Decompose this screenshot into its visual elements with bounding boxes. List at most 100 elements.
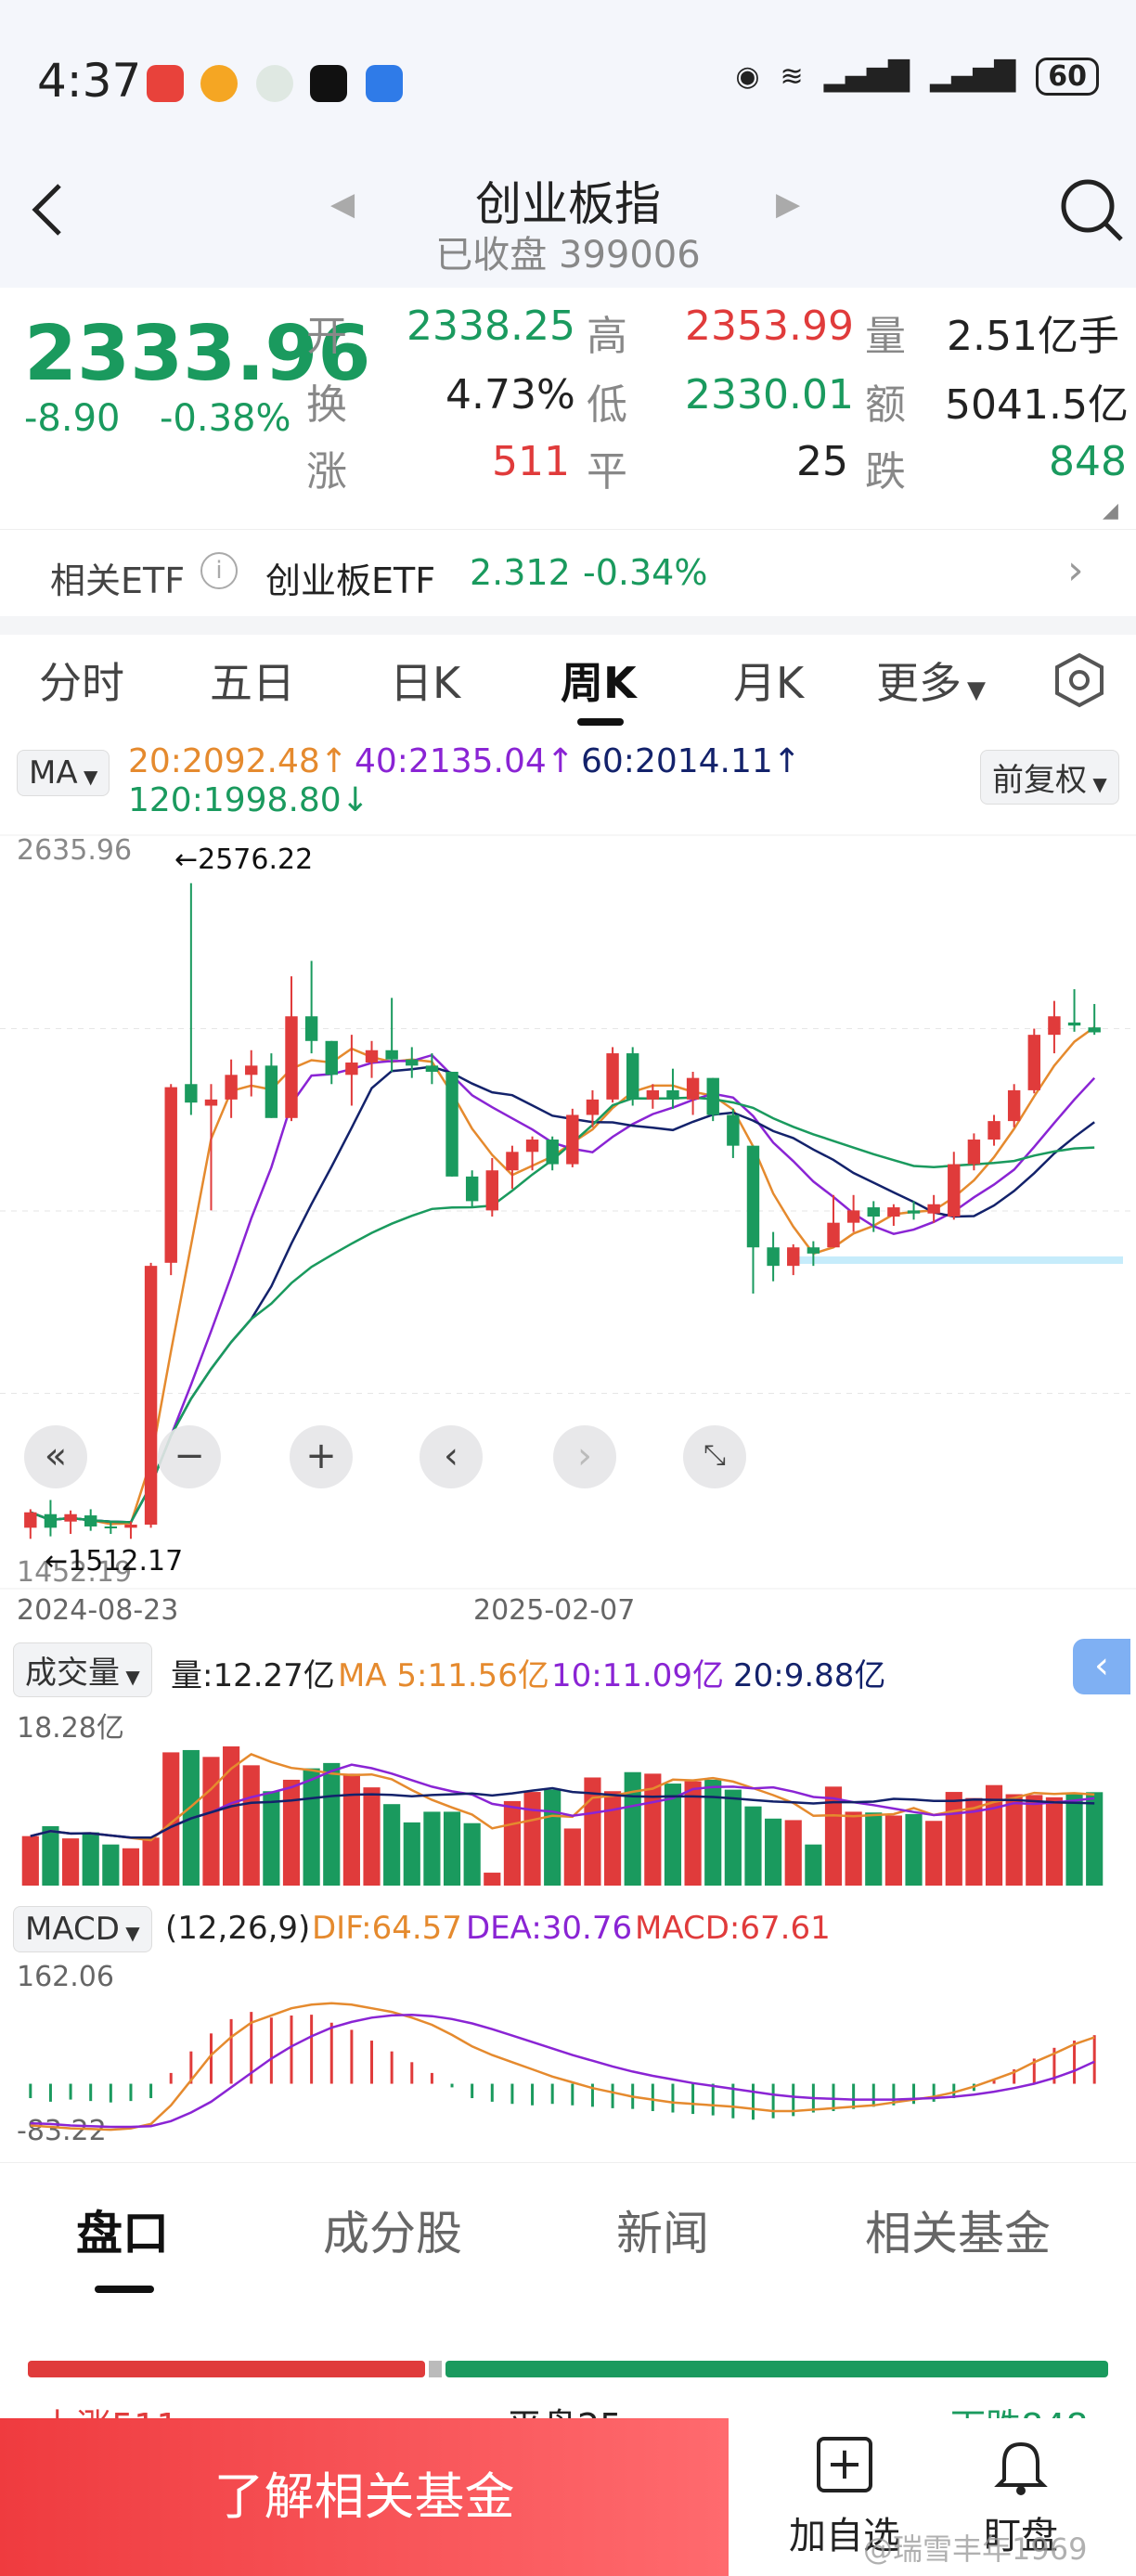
info-icon[interactable]: i [200, 552, 238, 589]
ma20-value: 20:2092.48↑ [128, 742, 348, 780]
candle-body [406, 1059, 419, 1066]
related-etf-row[interactable]: 相关ETF i 创业板ETF 2.312 -0.34% › [0, 529, 1136, 616]
tab-monthly-k[interactable]: 月K [733, 658, 805, 708]
learn-funds-button[interactable]: 了解相关基金 [0, 2418, 729, 2576]
candle-body [927, 1204, 940, 1214]
tab-order-book[interactable]: 盘口 [76, 2207, 169, 2260]
candle-body [285, 1016, 298, 1118]
tab-daily-k[interactable]: 日K [390, 658, 461, 708]
amount-value: 5041.5亿 [945, 381, 1129, 429]
monitor-button[interactable]: 盯盘 [956, 2437, 1086, 2559]
tab-constituents[interactable]: 成分股 [323, 2207, 462, 2260]
caret-down-icon: ▼ [77, 766, 98, 788]
price-axis-top: 2635.96 [17, 834, 132, 867]
expand-corner-icon[interactable]: ◢ [1103, 499, 1118, 522]
volume-bar [584, 1777, 601, 1886]
candle-body [666, 1089, 679, 1100]
zoom-out-icon[interactable]: − [158, 1425, 221, 1488]
turnover-value: 4.73% [445, 371, 575, 419]
kline-grid [0, 1028, 1136, 1394]
high-label: 高 [587, 313, 627, 360]
adjust-select[interactable]: 前复权 ▼ [980, 750, 1119, 805]
tab-more[interactable]: 更多 ▼ [876, 650, 986, 711]
candle-body [325, 1040, 338, 1075]
candle-body [948, 1164, 961, 1217]
rewind-icon[interactable]: « [24, 1425, 87, 1488]
volume-bar [61, 1838, 80, 1886]
up-label: 涨 [306, 448, 347, 496]
add-watchlist-button[interactable]: + 加自选 [780, 2437, 910, 2559]
volume-bar [323, 1762, 341, 1886]
page-title: 创业板指 [475, 177, 661, 231]
volume-bar [42, 1825, 59, 1886]
volume-bar [845, 1811, 862, 1886]
collapse-panel-icon[interactable]: ‹ [1073, 1639, 1130, 1694]
volume-bar [142, 1837, 160, 1886]
fullscreen-icon[interactable]: ⤡ [683, 1425, 746, 1488]
candle-body [1007, 1089, 1021, 1122]
quote-panel: 2333.96 -8.90 -0.38% 开 2338.25 高 2353.99… [0, 288, 1136, 522]
divider [0, 616, 1136, 635]
caret-down-icon: ▼ [1087, 773, 1107, 795]
low-label: 低 [587, 381, 627, 429]
candle-body [204, 1099, 218, 1106]
breadth-down-bar [445, 2361, 1108, 2377]
search-icon[interactable] [1054, 173, 1129, 247]
prev-index-icon[interactable]: ◀ [330, 186, 355, 223]
zoom-in-icon[interactable]: + [290, 1425, 353, 1488]
ma-select[interactable]: MA ▼ [17, 750, 110, 796]
date-mid: 2025-02-07 [473, 1594, 635, 1627]
ma-select-label: MA [29, 754, 78, 792]
chevron-right-icon[interactable]: › [1067, 547, 1084, 594]
low-marker: ←1512.17 [45, 1545, 183, 1578]
status-time: 4:37 [37, 54, 142, 108]
scroll-left-icon[interactable]: ‹ [420, 1425, 483, 1488]
macd-axis-top: 162.06 [17, 1961, 114, 1993]
candle-body [425, 1065, 439, 1072]
up-count: 511 [492, 438, 570, 485]
macd-select[interactable]: MACD ▼ [13, 1906, 152, 1952]
volume-bar [805, 1844, 822, 1886]
order-book-underline [95, 2286, 154, 2293]
volume-ma10: 10:11.09亿 [551, 1657, 725, 1694]
last-price: 2333.96 [24, 310, 371, 398]
tab-news[interactable]: 新闻 [616, 2207, 709, 2260]
ma60-value: 60:2014.11↑ [581, 742, 801, 780]
volume-bar [403, 1822, 420, 1886]
tab-related-funds[interactable]: 相关基金 [865, 2207, 1051, 2260]
tab-intraday[interactable]: 分时 [39, 658, 124, 708]
candle-body [606, 1053, 619, 1100]
candle-body [787, 1247, 800, 1267]
candle-body [506, 1152, 519, 1171]
macd-dea: DEA:30.76 [466, 1910, 633, 1947]
back-icon[interactable] [22, 176, 78, 241]
volume-select[interactable]: 成交量 ▼ [13, 1642, 152, 1697]
candle-body [164, 1087, 177, 1263]
next-index-icon[interactable]: ▶ [776, 186, 801, 223]
volume-bar [905, 1813, 923, 1886]
turnover-label: 换 [306, 381, 347, 429]
candle-body [566, 1114, 579, 1165]
scroll-right-icon[interactable]: › [553, 1425, 616, 1488]
volume-bar [824, 1786, 843, 1886]
volume-bar [82, 1832, 99, 1886]
volume-bar [303, 1768, 320, 1886]
candle-body [225, 1075, 238, 1100]
volume-bar [985, 1784, 1003, 1886]
volume-bar [603, 1791, 622, 1886]
tab-weekly-k[interactable]: 周K [561, 658, 637, 708]
candle-body [907, 1210, 921, 1214]
volume-bar [122, 1848, 140, 1886]
volume-bar [162, 1752, 180, 1886]
volume-bar [363, 1787, 381, 1886]
volume-bar [423, 1811, 441, 1886]
ma40-line [30, 1053, 1096, 1524]
settings-icon[interactable] [1049, 650, 1110, 711]
volume-bar [765, 1818, 782, 1886]
ma120-value: 120:1998.80↓ [128, 781, 369, 819]
macd-value: MACD:67.61 [635, 1910, 831, 1947]
volume-bar [102, 1844, 120, 1886]
kline-chart[interactable]: 2635.96 1452.19 ←2576.22 ←1512.17 2024-0… [0, 828, 1136, 1635]
tab-five-day[interactable]: 五日 [210, 658, 295, 708]
macd-dif: DIF:64.57 [312, 1910, 462, 1947]
